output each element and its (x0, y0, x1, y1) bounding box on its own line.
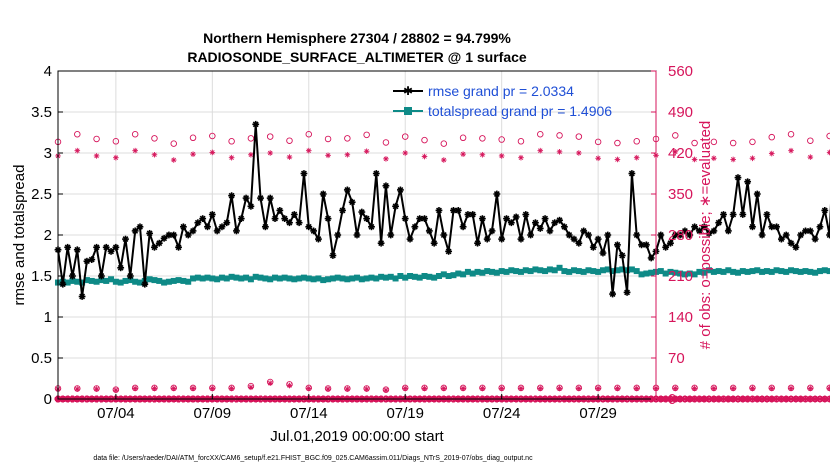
chart-subtitle: RADIOSONDE_SURFACE_ALTIMETER @ 1 surface (187, 49, 527, 65)
obs-possible-point (228, 138, 235, 145)
obs-evaluated-point (537, 147, 544, 154)
obs-evaluated-point (113, 154, 119, 161)
obs-possible-point (517, 138, 525, 145)
obs-possible-point (691, 139, 698, 147)
obs-possible-point (556, 132, 563, 139)
obs-possible-point (749, 138, 756, 146)
obs-possible-point (93, 135, 100, 143)
obs-possible-point (672, 132, 679, 139)
obs-possible-point (729, 139, 737, 147)
chart-title: Northern Hemisphere 27304 / 28802 = 94.7… (203, 30, 511, 46)
obs-possible-point (614, 139, 621, 147)
obs-possible-point (344, 135, 351, 142)
obs-possible-point (537, 131, 544, 138)
obs-possible-point (401, 133, 409, 140)
obs-possible-point (286, 137, 293, 144)
obs-possible-point (324, 135, 332, 143)
obs-possible-point (479, 135, 486, 142)
obs-possible-point (498, 136, 505, 143)
obs-possible-point (382, 139, 390, 146)
obs-possible-point (440, 140, 448, 147)
obs-possible-point (189, 134, 197, 142)
obs-evaluated-point (286, 154, 293, 160)
obs-possible-point (209, 132, 216, 140)
obs-evaluated-point (325, 152, 331, 159)
obs-possible-point (633, 138, 640, 145)
obs-possible-point (363, 131, 370, 139)
obs-evaluated-point (518, 154, 524, 161)
obs-possible-point (247, 135, 255, 142)
obs-evaluated-point (209, 149, 216, 156)
obs-possible-point (151, 135, 158, 142)
obs-possible-point (131, 131, 139, 138)
obs-possible-point (594, 138, 602, 146)
obs-evaluated-point (305, 147, 312, 154)
obs-possible-point (266, 133, 274, 140)
obs-possible-point (459, 134, 467, 142)
obs-possible-point (74, 131, 81, 138)
obs-possible-point (710, 138, 718, 146)
obs-evaluated-point (170, 157, 177, 163)
obs-evaluated-point (402, 150, 409, 156)
obs-possible-point (768, 133, 775, 141)
obs-possible-point (807, 137, 814, 144)
obs-possible-point (787, 131, 795, 138)
obs-possible-point (170, 140, 177, 147)
obs-possible-point (575, 133, 583, 140)
obs-possible-point (305, 131, 313, 138)
obs-evaluated-point (132, 147, 138, 154)
obs-possible-point (421, 136, 428, 144)
obs-possible-point (112, 138, 120, 145)
